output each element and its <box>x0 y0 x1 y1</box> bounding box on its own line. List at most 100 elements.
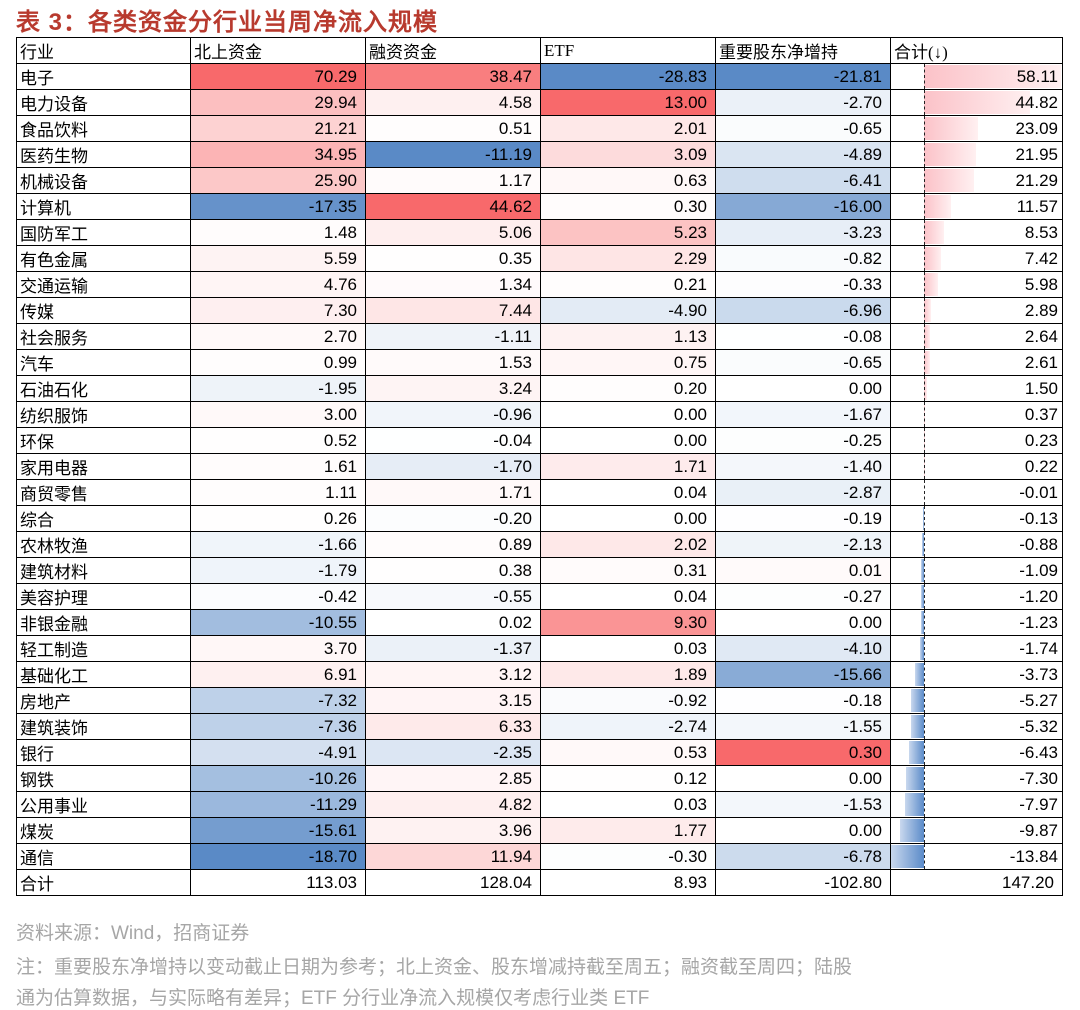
heat-cell: -0.33 <box>716 272 891 298</box>
industry-name: 轻工制造 <box>17 636 191 662</box>
industry-name: 商贸零售 <box>17 480 191 506</box>
heat-cell: 0.20 <box>541 376 716 402</box>
heat-cell: -1.79 <box>191 558 366 584</box>
bar-cell: -5.27 <box>891 688 1063 714</box>
heat-cell: 3.15 <box>366 688 541 714</box>
cell-value: 2.61 <box>891 353 1062 373</box>
heat-cell: -10.55 <box>191 610 366 636</box>
cell-value: -0.13 <box>891 509 1062 529</box>
heat-cell: 0.21 <box>541 272 716 298</box>
heat-cell: -2.35 <box>366 740 541 766</box>
heat-cell: -10.26 <box>191 766 366 792</box>
industry-name: 纺织服饰 <box>17 402 191 428</box>
heat-cell: 1.34 <box>366 272 541 298</box>
heat-cell: 0.38 <box>366 558 541 584</box>
bar-cell: 5.98 <box>891 272 1063 298</box>
industry-name: 房地产 <box>17 688 191 714</box>
industry-name: 环保 <box>17 428 191 454</box>
industry-name: 食品饮料 <box>17 116 191 142</box>
heat-cell: 0.63 <box>541 168 716 194</box>
heat-cell: 21.21 <box>191 116 366 142</box>
cell-value: 21.95 <box>891 145 1062 165</box>
industry-name: 家用电器 <box>17 454 191 480</box>
heat-cell: 0.12 <box>541 766 716 792</box>
heat-cell: -2.13 <box>716 532 891 558</box>
cell-value: -7.97 <box>891 795 1062 815</box>
heat-cell: 0.26 <box>191 506 366 532</box>
bar-cell: 2.89 <box>891 298 1063 324</box>
title: 表 3：各类资金分行业当周净流入规模 <box>16 2 438 37</box>
heat-cell: -0.96 <box>366 402 541 428</box>
bar-cell: 11.57 <box>891 194 1063 220</box>
industry-name: 综合 <box>17 506 191 532</box>
industry-name: 石油石化 <box>17 376 191 402</box>
bar-cell: 2.61 <box>891 350 1063 376</box>
bar-cell: -7.30 <box>891 766 1063 792</box>
heat-cell: -11.19 <box>366 142 541 168</box>
heat-cell: 1.13 <box>541 324 716 350</box>
cell-value: -3.73 <box>891 665 1062 685</box>
heat-cell: -6.96 <box>716 298 891 324</box>
heat-cell: 0.00 <box>541 506 716 532</box>
heat-cell: -1.70 <box>366 454 541 480</box>
heat-cell: -0.18 <box>716 688 891 714</box>
heat-cell: 5.59 <box>191 246 366 272</box>
heat-cell: 1.71 <box>541 454 716 480</box>
bar-cell: -1.23 <box>891 610 1063 636</box>
column-header: 合计(↓) <box>891 38 1063 64</box>
heat-cell: 1.71 <box>366 480 541 506</box>
industry-name: 煤炭 <box>17 818 191 844</box>
cell-value: 0.23 <box>891 431 1062 451</box>
heat-cell: 0.30 <box>541 194 716 220</box>
heat-cell: -0.08 <box>716 324 891 350</box>
cell-value: 23.09 <box>891 119 1062 139</box>
industry-name: 建筑材料 <box>17 558 191 584</box>
industry-name: 汽车 <box>17 350 191 376</box>
heat-cell: 5.06 <box>366 220 541 246</box>
total-value: -102.80 <box>716 870 891 896</box>
bar-cell: 21.29 <box>891 168 1063 194</box>
column-header: ETF <box>541 38 716 64</box>
total-value: 113.03 <box>191 870 366 896</box>
heat-cell: -0.04 <box>366 428 541 454</box>
heat-cell: -17.35 <box>191 194 366 220</box>
source: 资料来源：Wind，招商证券 <box>16 918 249 945</box>
heat-cell: 0.04 <box>541 584 716 610</box>
cell-value: -1.09 <box>891 561 1062 581</box>
cell-value: 2.89 <box>891 301 1062 321</box>
heat-cell: 3.00 <box>191 402 366 428</box>
industry-name: 计算机 <box>17 194 191 220</box>
heat-cell: -0.82 <box>716 246 891 272</box>
bar-cell: -6.43 <box>891 740 1063 766</box>
bar-cell: -7.97 <box>891 792 1063 818</box>
bar-cell: -5.32 <box>891 714 1063 740</box>
heat-cell: -2.70 <box>716 90 891 116</box>
heat-cell: 3.96 <box>366 818 541 844</box>
heat-cell: 0.99 <box>191 350 366 376</box>
industry-name: 公用事业 <box>17 792 191 818</box>
cell-value: -5.27 <box>891 691 1062 711</box>
heat-cell: -7.32 <box>191 688 366 714</box>
bar-cell: -1.20 <box>891 584 1063 610</box>
cell-value: 5.98 <box>891 275 1062 295</box>
bar-cell: -0.13 <box>891 506 1063 532</box>
bar-cell: -0.88 <box>891 532 1063 558</box>
bar-cell: 0.37 <box>891 402 1063 428</box>
heat-cell: 0.52 <box>191 428 366 454</box>
heat-cell: -6.41 <box>716 168 891 194</box>
heat-cell: 0.00 <box>716 818 891 844</box>
